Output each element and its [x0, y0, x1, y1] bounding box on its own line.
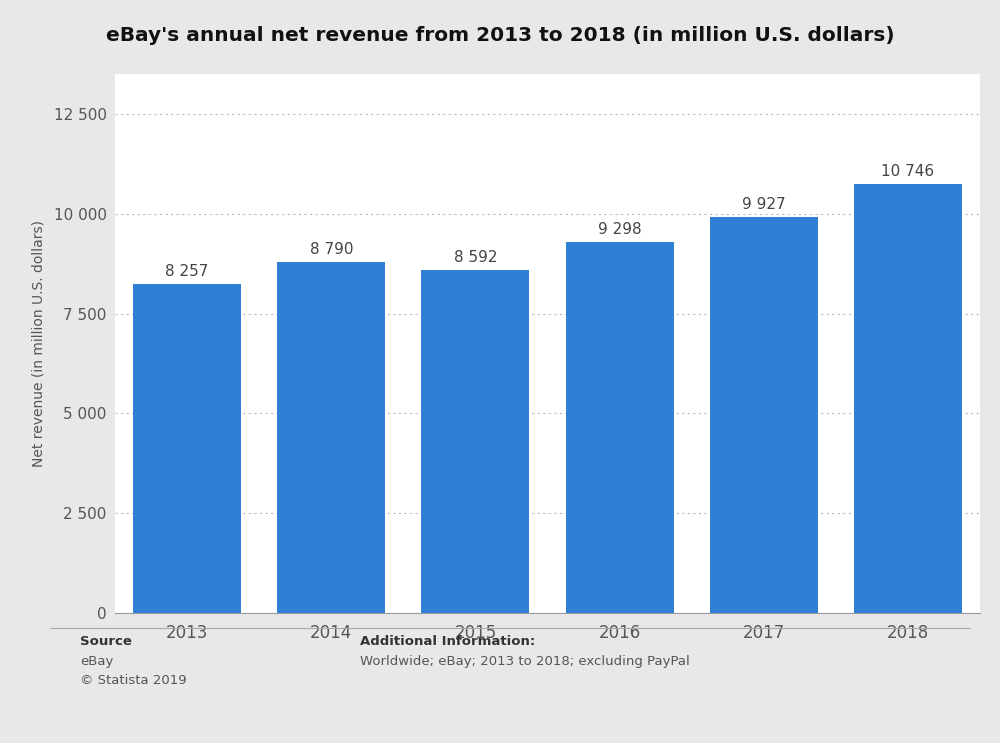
Text: © Statista 2019: © Statista 2019	[80, 674, 187, 687]
Bar	[548, 74, 692, 613]
Bar	[710, 217, 818, 613]
Text: 9 298: 9 298	[598, 222, 641, 237]
Text: 8 592: 8 592	[454, 250, 497, 265]
Bar	[115, 74, 259, 613]
Bar	[421, 270, 529, 613]
Text: Source: Source	[80, 635, 132, 648]
Text: 8 257: 8 257	[165, 264, 209, 279]
Text: eBay's annual net revenue from 2013 to 2018 (in million U.S. dollars): eBay's annual net revenue from 2013 to 2…	[106, 26, 894, 45]
Text: 9 927: 9 927	[742, 197, 786, 212]
Text: eBay: eBay	[80, 655, 113, 668]
Bar	[259, 74, 403, 613]
Bar	[854, 184, 962, 613]
Text: Additional Information:: Additional Information:	[360, 635, 535, 648]
Bar	[133, 284, 241, 613]
Y-axis label: Net revenue (in million U.S. dollars): Net revenue (in million U.S. dollars)	[31, 220, 45, 467]
Bar	[403, 74, 548, 613]
Bar	[277, 262, 385, 613]
Bar	[566, 242, 674, 613]
Text: 8 790: 8 790	[310, 242, 353, 258]
Text: Worldwide; eBay; 2013 to 2018; excluding PayPal: Worldwide; eBay; 2013 to 2018; excluding…	[360, 655, 690, 668]
Bar	[836, 74, 980, 613]
Bar	[692, 74, 836, 613]
Text: 10 746: 10 746	[881, 164, 934, 179]
